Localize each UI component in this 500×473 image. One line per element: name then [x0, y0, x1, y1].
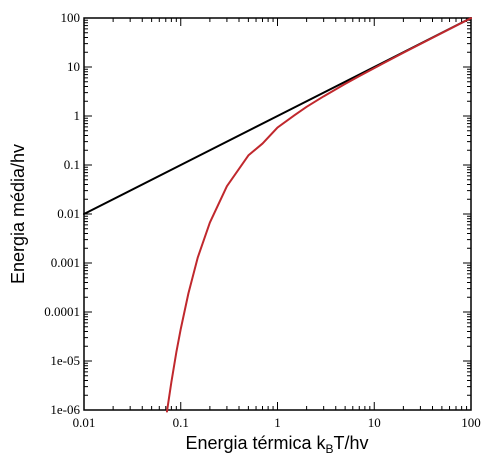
y-tick-label: 1e-05 — [50, 353, 80, 368]
y-tick-label: 0.001 — [51, 255, 80, 270]
x-axis-title-main: Energia térmica k — [185, 433, 326, 453]
y-tick-label: 1 — [74, 108, 81, 123]
y-tick-label: 1e-06 — [50, 402, 80, 417]
x-axis-title-subscript: B — [326, 442, 334, 456]
y-tick-label: 0.01 — [57, 206, 80, 221]
x-axis-title-tail: T/hv — [334, 433, 369, 453]
plot-frame — [83, 17, 472, 411]
x-tick-label: 10 — [368, 415, 381, 430]
y-tick-label: 0.0001 — [44, 304, 80, 319]
y-tick-label: 100 — [61, 10, 81, 25]
y-tick-label: 0.1 — [64, 157, 80, 172]
x-tick-label: 100 — [461, 415, 481, 430]
tick-labels: 0.01 0.1 1 10 100 1e-06 1e-05 0.0001 0.001 0.01 0.… — [44, 10, 481, 430]
x-tick-label: 1 — [274, 415, 281, 430]
series — [83, 17, 472, 413]
series-line-2 — [165, 17, 472, 413]
x-tick-label: 0.1 — [173, 415, 189, 430]
ticks — [83, 18, 472, 411]
x-tick-label: 0.01 — [73, 415, 96, 430]
y-tick-label: 10 — [67, 59, 80, 74]
x-axis-title: Energia térmica kBT/hv — [185, 433, 368, 456]
y-axis-title: Energia média/hv — [8, 144, 28, 284]
